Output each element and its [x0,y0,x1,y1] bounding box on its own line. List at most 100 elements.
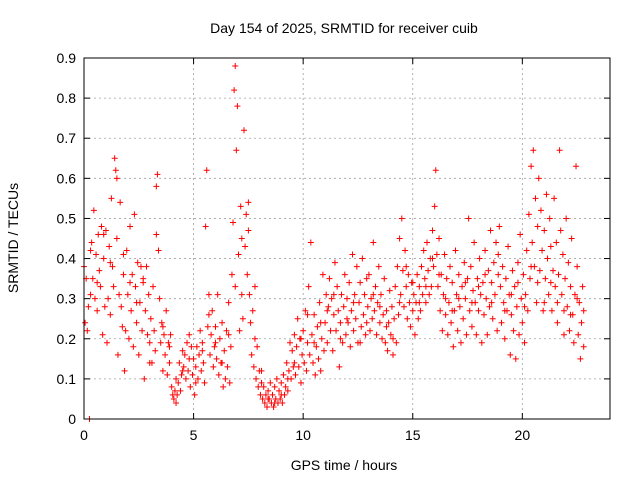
data-point [186,331,193,338]
data-point [543,191,550,198]
data-point [276,387,283,394]
data-point [291,331,298,338]
data-point [290,363,297,370]
data-point [575,331,582,338]
data-point [396,235,403,242]
data-point [465,215,472,222]
data-point [90,207,97,214]
data-point [474,275,481,282]
data-point [520,271,527,278]
data-point [238,235,245,242]
data-point [403,263,410,270]
data-point [91,295,98,302]
data-point [213,355,220,362]
data-point [177,387,184,394]
data-point [551,195,558,202]
data-point [536,267,543,274]
data-point [89,275,96,282]
data-point [220,383,227,390]
data-point [364,303,371,310]
data-point [447,263,454,270]
data-point [395,311,402,318]
data-point [245,199,252,206]
data-point [325,303,332,310]
data-point [527,275,534,282]
data-point [219,359,226,366]
data-point [297,379,304,386]
data-point [567,283,574,290]
data-point [345,319,352,326]
data-point [580,343,587,350]
data-point [87,291,94,298]
data-point [293,343,300,350]
data-point [204,323,211,330]
data-point [535,175,542,182]
data-point [132,283,139,290]
data-point [380,311,387,318]
data-point [403,283,410,290]
data-point [258,379,265,386]
data-point [141,375,148,382]
data-point [442,311,449,318]
data-point [260,383,267,390]
data-point [311,311,318,318]
data-point [283,359,290,366]
data-point [370,239,377,246]
data-point [318,335,325,342]
data-point [495,251,502,258]
data-point [146,359,153,366]
data-point [232,63,239,70]
y-tick-label: 0.6 [57,170,77,186]
data-point [330,311,337,318]
data-point [429,227,436,234]
data-point [548,307,555,314]
data-point [297,335,304,342]
data-point [200,359,207,366]
data-point [116,291,123,298]
data-point [534,223,541,230]
data-point [93,251,100,258]
data-point [127,223,134,230]
data-point [372,283,379,290]
data-point [490,259,497,266]
data-point [419,291,426,298]
data-point [409,307,416,314]
data-point [337,335,344,342]
data-point [457,339,464,346]
data-point [537,207,544,214]
data-point [351,291,358,298]
data-point [167,331,174,338]
data-point [571,291,578,298]
data-point [414,271,421,278]
data-point [522,291,529,298]
data-point [302,307,309,314]
data-point [180,363,187,370]
data-point [450,343,457,350]
y-tick-label: 0.2 [57,331,77,347]
data-point [271,399,278,406]
data-point [251,335,258,342]
data-point [240,127,247,134]
data-point [168,383,175,390]
data-point [153,183,160,190]
data-point [539,247,546,254]
data-point [107,311,114,318]
data-point [303,367,310,374]
data-point [338,291,345,298]
data-point [329,347,336,354]
data-point [337,319,344,326]
data-point [207,351,214,358]
data-point [505,243,512,250]
data-point [415,315,422,322]
data-point [519,319,526,326]
data-point [160,331,167,338]
data-point [102,227,109,234]
data-point [350,327,357,334]
data-point [467,263,474,270]
data-point [518,295,525,302]
data-point [486,303,493,310]
data-point [580,307,587,314]
data-point [125,335,132,342]
data-point [157,339,164,346]
data-point [121,367,128,374]
